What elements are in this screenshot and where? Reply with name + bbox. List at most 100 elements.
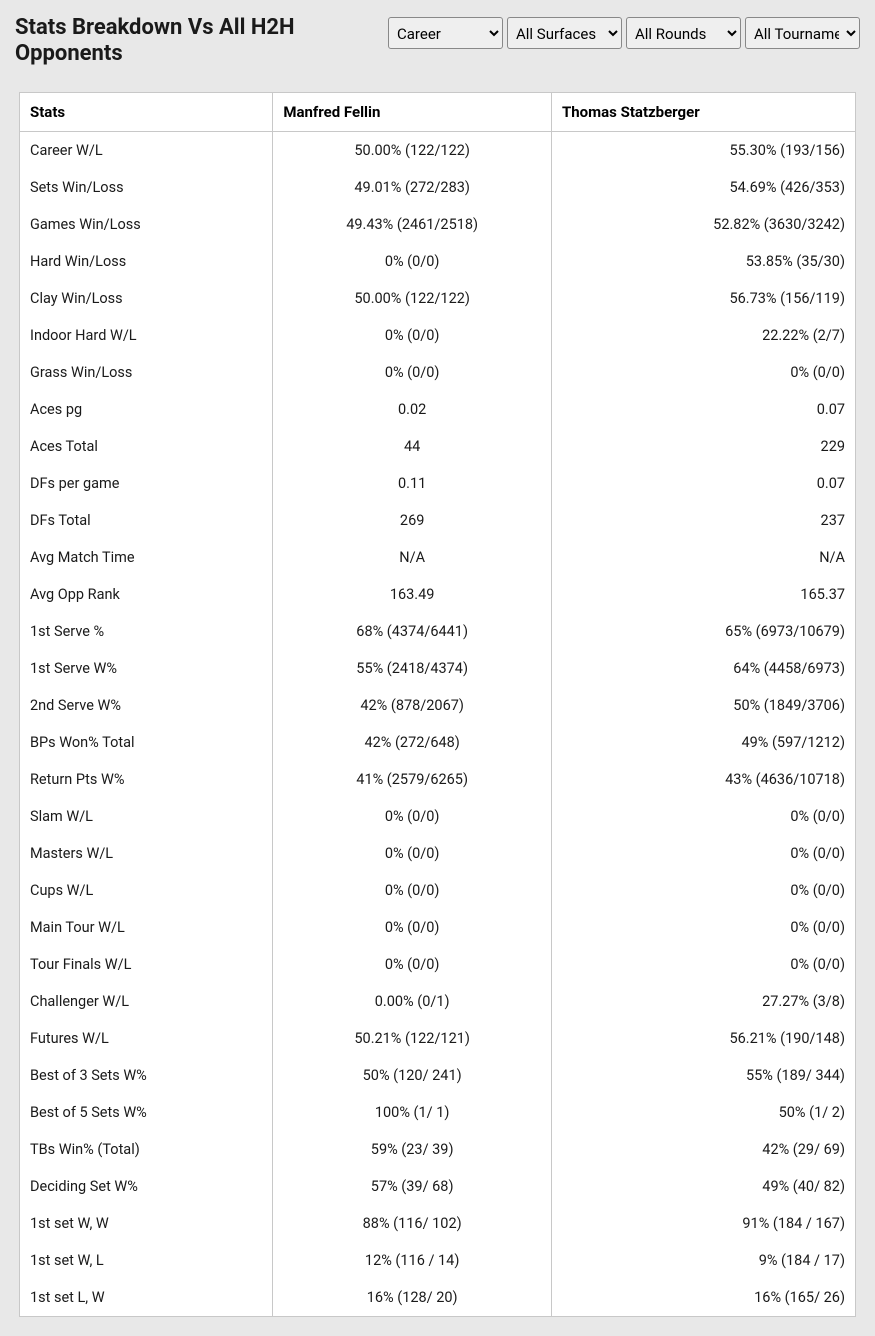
table-row: 1st Serve %68% (4374/6441)65% (6973/1067… — [20, 613, 856, 650]
stat-label: Grass Win/Loss — [20, 354, 273, 391]
filter-rounds[interactable]: All Rounds — [626, 17, 741, 49]
stat-value-player1: 0.00% (0/1) — [273, 983, 552, 1020]
col-header-stats: Stats — [20, 92, 273, 131]
stat-label: Avg Opp Rank — [20, 576, 273, 613]
stat-value-player1: 163.49 — [273, 576, 552, 613]
table-row: Career W/L50.00% (122/122)55.30% (193/15… — [20, 131, 856, 169]
table-row: Best of 3 Sets W%50% (120/ 241)55% (189/… — [20, 1057, 856, 1094]
table-row: Avg Match TimeN/AN/A — [20, 539, 856, 576]
filter-period[interactable]: Career — [388, 17, 503, 49]
stat-value-player1: 55% (2418/4374) — [273, 650, 552, 687]
stat-value-player2: 237 — [551, 502, 855, 539]
stat-value-player1: 0% (0/0) — [273, 872, 552, 909]
stat-label: Return Pts W% — [20, 761, 273, 798]
stat-label: DFs Total — [20, 502, 273, 539]
stat-label: Sets Win/Loss — [20, 169, 273, 206]
stat-value-player1: 100% (1/ 1) — [273, 1094, 552, 1131]
stat-label: Aces pg — [20, 391, 273, 428]
stat-value-player1: 41% (2579/6265) — [273, 761, 552, 798]
stat-label: Cups W/L — [20, 872, 273, 909]
stat-value-player1: 0% (0/0) — [273, 798, 552, 835]
table-row: DFs Total269237 — [20, 502, 856, 539]
filter-surface[interactable]: All Surfaces — [507, 17, 622, 49]
stats-table: Stats Manfred Fellin Thomas Statzberger … — [19, 92, 856, 1317]
stat-value-player2: 50% (1/ 2) — [551, 1094, 855, 1131]
stat-value-player1: 49.43% (2461/2518) — [273, 206, 552, 243]
stat-value-player2: 56.21% (190/148) — [551, 1020, 855, 1057]
table-row: Masters W/L0% (0/0)0% (0/0) — [20, 835, 856, 872]
table-row: Clay Win/Loss50.00% (122/122)56.73% (156… — [20, 280, 856, 317]
stat-label: Best of 3 Sets W% — [20, 1057, 273, 1094]
table-row: 1st set W, L12% (116 / 14)9% (184 / 17) — [20, 1242, 856, 1279]
stat-value-player2: 43% (4636/10718) — [551, 761, 855, 798]
stat-value-player2: 22.22% (2/7) — [551, 317, 855, 354]
stat-label: BPs Won% Total — [20, 724, 273, 761]
stat-value-player1: 0% (0/0) — [273, 946, 552, 983]
stat-label: Masters W/L — [20, 835, 273, 872]
stat-label: Indoor Hard W/L — [20, 317, 273, 354]
stat-label: 1st Serve % — [20, 613, 273, 650]
table-row: Main Tour W/L0% (0/0)0% (0/0) — [20, 909, 856, 946]
filter-bar: Career All Surfaces All Rounds All Tourn… — [388, 17, 860, 49]
stat-value-player2: 49% (40/ 82) — [551, 1168, 855, 1205]
stat-label: Avg Match Time — [20, 539, 273, 576]
stat-value-player2: N/A — [551, 539, 855, 576]
stat-value-player2: 27.27% (3/8) — [551, 983, 855, 1020]
stat-value-player2: 0% (0/0) — [551, 835, 855, 872]
stat-value-player2: 55% (189/ 344) — [551, 1057, 855, 1094]
stat-label: Challenger W/L — [20, 983, 273, 1020]
table-row: Tour Finals W/L0% (0/0)0% (0/0) — [20, 946, 856, 983]
stat-value-player2: 64% (4458/6973) — [551, 650, 855, 687]
stat-value-player2: 0% (0/0) — [551, 946, 855, 983]
table-row: Challenger W/L0.00% (0/1)27.27% (3/8) — [20, 983, 856, 1020]
stat-value-player2: 0% (0/0) — [551, 798, 855, 835]
stat-label: DFs per game — [20, 465, 273, 502]
stat-value-player2: 55.30% (193/156) — [551, 131, 855, 169]
stat-label: Deciding Set W% — [20, 1168, 273, 1205]
stat-value-player1: 0.11 — [273, 465, 552, 502]
table-row: Cups W/L0% (0/0)0% (0/0) — [20, 872, 856, 909]
stat-label: 1st Serve W% — [20, 650, 273, 687]
stat-label: Slam W/L — [20, 798, 273, 835]
table-row: Avg Opp Rank163.49165.37 — [20, 576, 856, 613]
stat-value-player1: 269 — [273, 502, 552, 539]
stat-label: 1st set L, W — [20, 1279, 273, 1317]
stat-label: 1st set W, W — [20, 1205, 273, 1242]
stat-label: 1st set W, L — [20, 1242, 273, 1279]
stat-label: Tour Finals W/L — [20, 946, 273, 983]
stat-value-player2: 52.82% (3630/3242) — [551, 206, 855, 243]
stat-label: TBs Win% (Total) — [20, 1131, 273, 1168]
table-header-row: Stats Manfred Fellin Thomas Statzberger — [20, 92, 856, 131]
stat-value-player1: 57% (39/ 68) — [273, 1168, 552, 1205]
stats-table-wrapper: Stats Manfred Fellin Thomas Statzberger … — [15, 88, 860, 1321]
stat-label: Career W/L — [20, 131, 273, 169]
stat-value-player1: 50.00% (122/122) — [273, 280, 552, 317]
table-row: Aces Total44229 — [20, 428, 856, 465]
stat-value-player1: 59% (23/ 39) — [273, 1131, 552, 1168]
stat-value-player1: 50.00% (122/122) — [273, 131, 552, 169]
stat-value-player2: 50% (1849/3706) — [551, 687, 855, 724]
table-row: 2nd Serve W%42% (878/2067)50% (1849/3706… — [20, 687, 856, 724]
stat-value-player2: 49% (597/1212) — [551, 724, 855, 761]
col-header-player1: Manfred Fellin — [273, 92, 552, 131]
stat-value-player2: 53.85% (35/30) — [551, 243, 855, 280]
filter-tournaments[interactable]: All Tournaments — [745, 17, 860, 49]
table-row: 1st set W, W88% (116/ 102)91% (184 / 167… — [20, 1205, 856, 1242]
stat-value-player1: 50.21% (122/121) — [273, 1020, 552, 1057]
stat-value-player1: 0% (0/0) — [273, 835, 552, 872]
stat-label: Games Win/Loss — [20, 206, 273, 243]
page-title: Stats Breakdown Vs All H2H Opponents — [15, 15, 375, 68]
stat-value-player2: 0% (0/0) — [551, 354, 855, 391]
stat-value-player2: 65% (6973/10679) — [551, 613, 855, 650]
stat-value-player1: 42% (878/2067) — [273, 687, 552, 724]
table-row: 1st set L, W16% (128/ 20)16% (165/ 26) — [20, 1279, 856, 1317]
stat-value-player1: 88% (116/ 102) — [273, 1205, 552, 1242]
col-header-player2: Thomas Statzberger — [551, 92, 855, 131]
table-row: BPs Won% Total42% (272/648)49% (597/1212… — [20, 724, 856, 761]
stat-value-player1: 16% (128/ 20) — [273, 1279, 552, 1317]
stat-value-player1: 0% (0/0) — [273, 317, 552, 354]
table-row: Deciding Set W%57% (39/ 68)49% (40/ 82) — [20, 1168, 856, 1205]
stat-value-player2: 9% (184 / 17) — [551, 1242, 855, 1279]
stat-label: Aces Total — [20, 428, 273, 465]
table-row: Grass Win/Loss0% (0/0)0% (0/0) — [20, 354, 856, 391]
